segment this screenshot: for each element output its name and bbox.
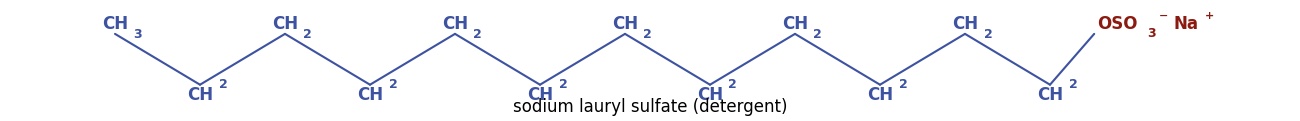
Text: 2: 2: [898, 78, 907, 91]
Text: CH: CH: [697, 86, 723, 104]
Text: CH: CH: [867, 86, 893, 104]
Text: 3: 3: [134, 28, 142, 41]
Text: CH: CH: [612, 15, 638, 33]
Text: CH: CH: [526, 86, 552, 104]
Text: +: +: [1205, 11, 1214, 21]
Text: 3: 3: [1147, 27, 1156, 40]
Text: CH: CH: [1037, 86, 1063, 104]
Text: sodium lauryl sulfate (detergent): sodium lauryl sulfate (detergent): [512, 98, 788, 116]
Text: 2: 2: [728, 78, 737, 91]
Text: 2: 2: [389, 78, 398, 91]
Text: 2: 2: [1069, 78, 1078, 91]
Text: 2: 2: [984, 28, 992, 41]
Text: 2: 2: [644, 28, 653, 41]
Text: CH: CH: [101, 15, 129, 33]
Text: −: −: [1160, 11, 1169, 21]
Text: 2: 2: [473, 28, 482, 41]
Text: CH: CH: [781, 15, 809, 33]
Text: CH: CH: [272, 15, 298, 33]
Text: CH: CH: [952, 15, 978, 33]
Text: 2: 2: [559, 78, 567, 91]
Text: 2: 2: [303, 28, 312, 41]
Text: 2: 2: [814, 28, 822, 41]
Text: Na: Na: [1173, 15, 1199, 33]
Text: CH: CH: [187, 86, 213, 104]
Text: OSO: OSO: [1097, 15, 1138, 33]
Text: CH: CH: [442, 15, 468, 33]
Text: 2: 2: [218, 78, 227, 91]
Text: CH: CH: [358, 86, 384, 104]
